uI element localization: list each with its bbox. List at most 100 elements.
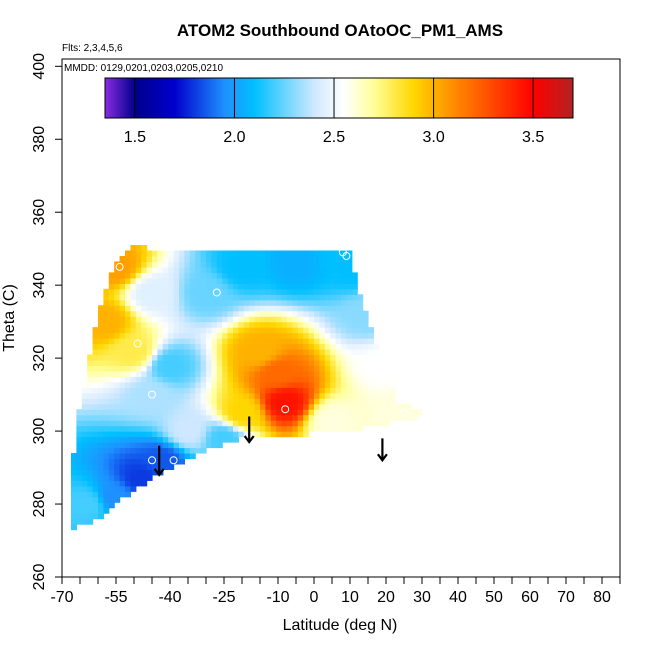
heatmap-cell [330, 398, 337, 405]
heatmap-cell [141, 387, 148, 394]
heatmap-cell [108, 332, 115, 339]
heatmap-cell [270, 414, 277, 421]
heatmap-cell [341, 277, 347, 284]
heatmap-cell [108, 458, 115, 465]
heatmap-cell [92, 332, 99, 339]
heatmap-cell [227, 250, 234, 257]
observation-point [400, 408, 408, 417]
heatmap-cell [189, 266, 196, 273]
heatmap-cell [98, 365, 104, 372]
heatmap-cell [130, 359, 137, 367]
heatmap-cell [81, 469, 88, 476]
heatmap-cell [71, 458, 77, 465]
heatmap-cell [87, 425, 94, 432]
heatmap-cell [384, 392, 391, 399]
heatmap-cell [179, 458, 185, 465]
heatmap-cell [195, 414, 202, 421]
heatmap-cell [130, 381, 137, 388]
heatmap-cell [130, 288, 137, 295]
heatmap-cell [168, 272, 175, 279]
heatmap-cell [130, 277, 137, 284]
heatmap-cell [146, 299, 153, 306]
heatmap-cell [108, 310, 115, 317]
heatmap-cell [243, 381, 250, 388]
heatmap-cell [184, 403, 191, 410]
heatmap-cell [98, 452, 104, 460]
heatmap-cell [308, 321, 315, 328]
heatmap-cell [233, 376, 239, 383]
heatmap-cell [125, 338, 131, 345]
heatmap-cell [152, 277, 158, 284]
heatmap-cell [297, 370, 304, 377]
heatmap-cell [81, 414, 88, 421]
heatmap-cell [324, 266, 331, 273]
heatmap-cell [362, 376, 369, 383]
heatmap-cell [152, 321, 158, 328]
heatmap-cell [81, 474, 88, 481]
heatmap-cell [189, 425, 196, 432]
heatmap-cell [216, 250, 223, 257]
heatmap-cell [173, 387, 180, 394]
heatmap-cell [206, 420, 212, 427]
heatmap-cell [222, 250, 229, 257]
heatmap-cell [119, 414, 126, 421]
heatmap-cell [168, 250, 175, 257]
observation-point [356, 259, 365, 268]
x-tick-label: -55 [104, 589, 127, 606]
heatmap-cell [211, 310, 218, 317]
heatmap-cell [254, 332, 261, 339]
heatmap-cell [125, 414, 131, 421]
heatmap-cell [71, 463, 77, 470]
heatmap-cell [362, 354, 369, 361]
heatmap-cell [114, 485, 121, 492]
heatmap-cell [152, 442, 158, 449]
heatmap-cell [103, 359, 110, 367]
heatmap-cell [335, 392, 342, 399]
heatmap-cell [362, 316, 369, 323]
heatmap-cell [125, 409, 131, 416]
heatmap-cell [260, 305, 266, 312]
heatmap-cell [200, 288, 207, 295]
heatmap-cell [216, 338, 223, 345]
heatmap-cell [238, 316, 245, 323]
heatmap-cell [146, 458, 153, 465]
heatmap-cell [303, 250, 310, 257]
heatmap-cell [233, 349, 239, 356]
heatmap-cell [195, 442, 202, 449]
heatmap-cell [179, 447, 185, 454]
heatmap-cell [152, 310, 158, 317]
heatmap-cell [98, 425, 104, 432]
heatmap-cell [114, 316, 121, 323]
heatmap-cell [270, 387, 277, 394]
heatmap-cell [254, 261, 261, 268]
heatmap-cell [276, 255, 283, 263]
heatmap-cell [292, 381, 299, 388]
heatmap-cell [87, 409, 94, 416]
heatmap-cell [281, 299, 288, 306]
heatmap-cell [92, 513, 99, 520]
heatmap-cell [157, 255, 164, 263]
heatmap-cell [103, 392, 110, 399]
heatmap-cell [103, 338, 110, 345]
heatmap-cell [368, 392, 374, 399]
heatmap-cell [297, 398, 304, 405]
heatmap-cell [162, 305, 169, 312]
heatmap-cell [297, 283, 304, 290]
heatmap-cell [179, 431, 185, 438]
heatmap-cell [254, 250, 261, 257]
heatmap-cell [260, 398, 266, 405]
heatmap-cell [227, 261, 234, 268]
heatmap-cell [222, 431, 229, 438]
heatmap-cell [157, 261, 164, 268]
heatmap-cell [173, 316, 180, 323]
heatmap-cell [260, 354, 266, 361]
heatmap-cell [308, 392, 315, 399]
heatmap-cell [341, 332, 347, 339]
heatmap-cell [346, 409, 353, 416]
heatmap-cell [87, 513, 94, 520]
heatmap-cell [184, 316, 191, 323]
heatmap-cell [276, 266, 283, 273]
heatmap-cell [92, 502, 99, 509]
heatmap-cell [297, 376, 304, 383]
heatmap-cell [373, 398, 380, 405]
